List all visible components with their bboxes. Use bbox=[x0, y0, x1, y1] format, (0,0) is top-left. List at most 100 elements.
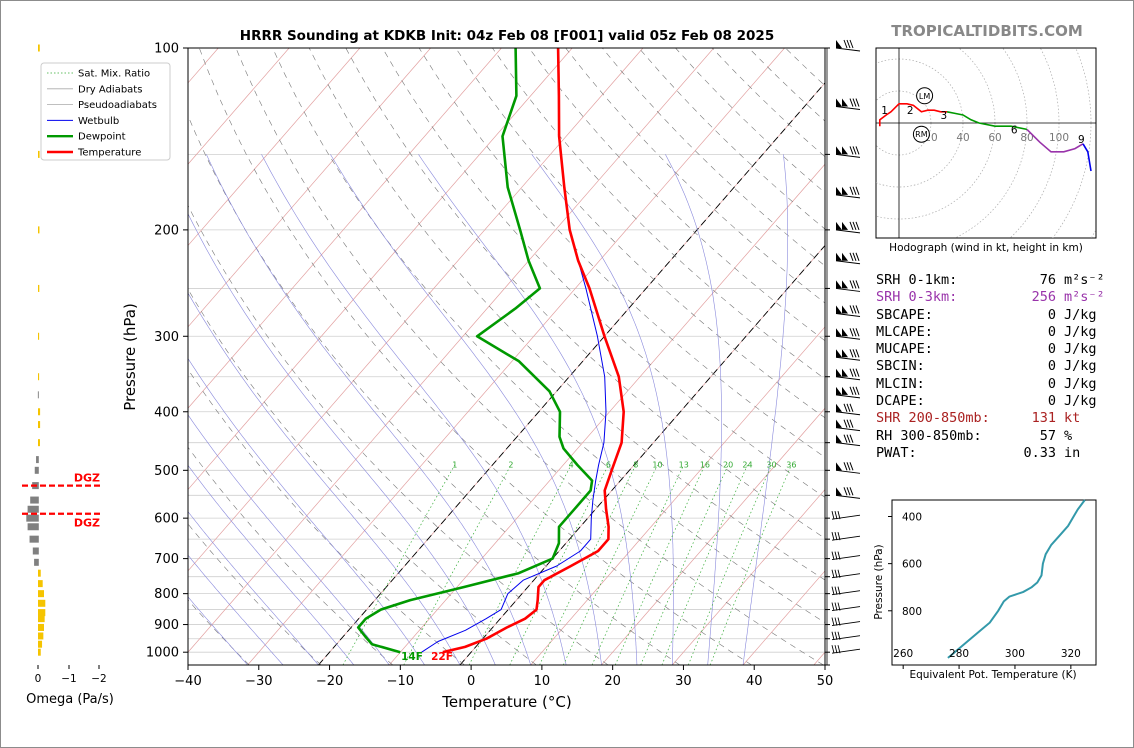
temperature-profile-line bbox=[442, 48, 625, 654]
skewt-background-lines: 1 2 4 6 8 10 13 16 20 24 30 36 bbox=[188, 48, 825, 665]
legend-label: Wetbulb bbox=[78, 116, 119, 127]
pseudoadiabat-line bbox=[188, 596, 248, 665]
wind-barb-staff bbox=[835, 427, 861, 432]
legend-label: Dewpoint bbox=[78, 132, 126, 143]
isotherm-line bbox=[388, 163, 825, 665]
wind-barb-feather bbox=[849, 305, 854, 314]
stat-row: SHR 200-850mb: 131 kt bbox=[876, 410, 1106, 427]
x-tick-label: 20 bbox=[604, 674, 621, 689]
mixing-ratio-line bbox=[640, 464, 729, 665]
wind-barb-flag bbox=[836, 252, 842, 261]
omega-bar bbox=[38, 609, 46, 617]
dry-adiabat-line bbox=[528, 48, 825, 342]
wind-barb-feather bbox=[843, 434, 848, 443]
wind-barb-feather bbox=[834, 645, 838, 654]
x-tick-label: 10 bbox=[534, 674, 551, 689]
wind-barb-flag bbox=[842, 146, 848, 155]
surface-dewpoint-f: 14F bbox=[401, 651, 423, 663]
wind-barb-feather bbox=[837, 551, 841, 560]
wind-barb-feather bbox=[843, 487, 848, 496]
hodograph-height-label: 1 bbox=[881, 105, 888, 117]
wind-barb-feather bbox=[831, 511, 835, 520]
thetae-line bbox=[947, 499, 1086, 659]
thetae-x-tick-label: 320 bbox=[1061, 648, 1081, 660]
wind-barb-feather bbox=[849, 280, 854, 289]
omega-panel: 0 −1 −2 DGZ DGZ bbox=[22, 44, 107, 685]
stat-unit: J/kg bbox=[1064, 393, 1097, 410]
stat-value: 76 bbox=[1039, 272, 1056, 288]
wind-barb-feather bbox=[852, 146, 857, 155]
wind-barb bbox=[835, 98, 861, 111]
hodograph-segment bbox=[1082, 143, 1092, 172]
wind-barb-flag bbox=[842, 186, 848, 195]
thetae-y-tick-label: 400 bbox=[902, 512, 922, 524]
wind-barb-feather bbox=[837, 586, 841, 595]
wind-barb-flag bbox=[842, 328, 848, 337]
wind-barb-feather bbox=[834, 532, 838, 541]
omega-bar bbox=[38, 569, 41, 577]
wind-barb bbox=[831, 602, 861, 611]
x-tick-label: 40 bbox=[746, 674, 763, 689]
wind-barb-flag bbox=[836, 349, 842, 358]
wind-barb-feather bbox=[834, 511, 838, 520]
stat-unit: J/kg bbox=[1064, 323, 1097, 340]
wind-barb bbox=[835, 403, 861, 416]
omega-tick-label: 0 bbox=[35, 673, 42, 685]
hodograph-frame bbox=[875, 47, 1097, 239]
omega-bar bbox=[29, 535, 39, 543]
hodograph-ring-label: 80 bbox=[1020, 132, 1033, 144]
stat-label: PWAT: bbox=[876, 444, 917, 461]
dgz-label: DGZ bbox=[74, 472, 100, 485]
dry-adiabat-line bbox=[188, 204, 609, 665]
wind-barb-flag bbox=[842, 349, 848, 358]
wind-barb-flag bbox=[836, 186, 842, 195]
wind-barb-flag bbox=[836, 305, 842, 314]
wind-barb-feather bbox=[855, 252, 860, 261]
dry-adiabat-line bbox=[188, 115, 680, 665]
y-tick-label: 200 bbox=[154, 223, 179, 238]
hodograph-segment bbox=[1026, 128, 1084, 153]
wind-barb-flag bbox=[836, 328, 842, 337]
wind-barb-feather bbox=[837, 511, 841, 520]
x-tick-label: 30 bbox=[675, 674, 692, 689]
wind-barb-staff bbox=[835, 494, 861, 499]
pseudoadiabat-line bbox=[418, 154, 638, 665]
omega-bar bbox=[38, 623, 44, 631]
wind-barb-feather bbox=[852, 368, 857, 377]
pseudoadiabat-line bbox=[188, 357, 425, 665]
wind-barb-feather bbox=[846, 434, 851, 443]
omega-bar bbox=[38, 632, 44, 640]
wind-barb-feather bbox=[849, 368, 854, 377]
wind-barb-staff bbox=[835, 229, 861, 234]
wind-barb bbox=[835, 349, 861, 361]
wind-barb bbox=[831, 586, 861, 596]
stat-label: SBCAPE: bbox=[876, 306, 933, 323]
omega-bar bbox=[38, 373, 40, 381]
mixing-ratio-label: 4 bbox=[569, 461, 574, 470]
wind-barb-feather bbox=[837, 569, 841, 578]
wind-barb-feather bbox=[834, 631, 838, 640]
wind-barb bbox=[835, 305, 861, 317]
thetae-ylabel: Pressure (hPa) bbox=[873, 544, 885, 619]
stat-unit: J/kg bbox=[1064, 306, 1097, 323]
omega-bar bbox=[34, 558, 39, 566]
wind-barb-feather bbox=[831, 645, 835, 654]
x-tick-label: −40 bbox=[174, 674, 201, 689]
dry-adiabat-line bbox=[308, 48, 825, 581]
omega-bar bbox=[30, 496, 39, 504]
wind-barb bbox=[835, 368, 861, 381]
minus20-isotherm bbox=[318, 82, 825, 665]
hodograph-ring-label: 40 bbox=[956, 132, 969, 144]
wind-barb bbox=[835, 386, 861, 399]
stat-value: 0 bbox=[1047, 375, 1056, 392]
pseudoadiabat-line bbox=[742, 154, 788, 665]
wind-barb-feather bbox=[843, 462, 848, 471]
wind-barb-feather bbox=[846, 403, 851, 412]
wind-barb-flag bbox=[842, 386, 848, 395]
dgz-label: DGZ bbox=[74, 517, 100, 530]
hodograph-segment bbox=[879, 103, 947, 127]
mixing-ratio-label: 20 bbox=[723, 461, 733, 470]
stat-row: MLCIN: 0 J/kg bbox=[876, 376, 1106, 393]
dewpoint-profile-line bbox=[356, 48, 594, 654]
hodograph-height-label: 2 bbox=[907, 105, 914, 117]
